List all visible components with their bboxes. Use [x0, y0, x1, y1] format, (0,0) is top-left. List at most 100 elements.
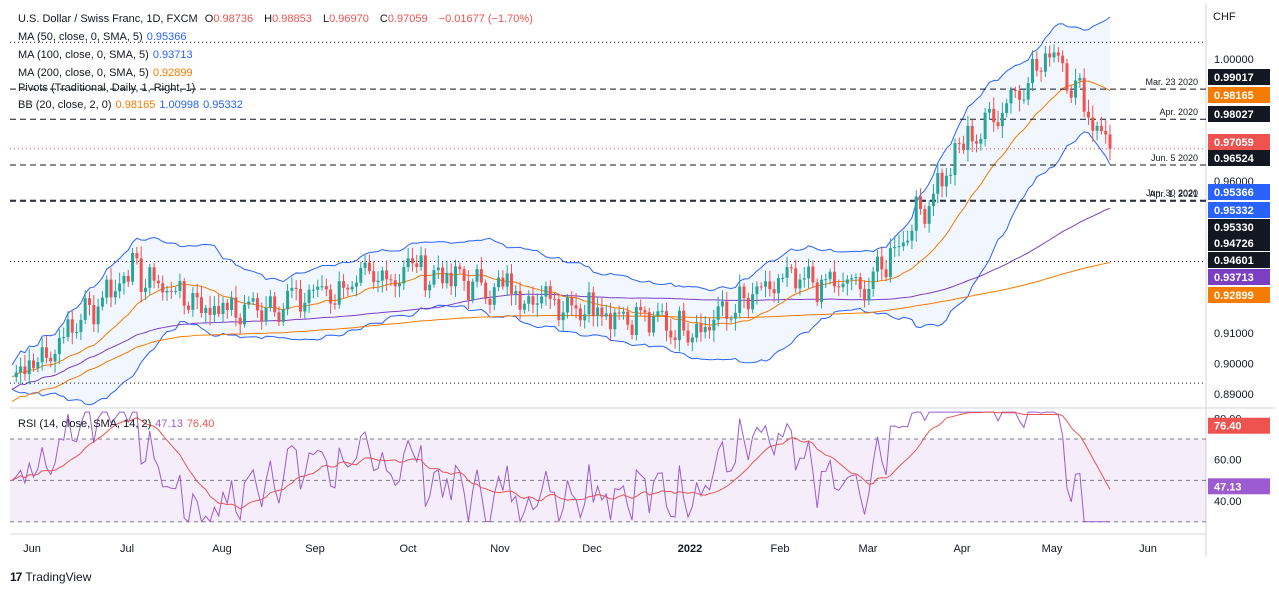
candle-body: [53, 353, 57, 362]
time-tick-label: Sep: [305, 543, 325, 555]
candle-body: [811, 266, 815, 283]
currency-label[interactable]: CHF: [1213, 11, 1236, 23]
ma200-label: MA (200, close, 0, SMA, 5): [18, 67, 149, 79]
price-tag: 0.95332: [1208, 202, 1270, 218]
candle-body: [1086, 111, 1090, 118]
candle-body: [962, 143, 966, 150]
candle-body: [1078, 77, 1082, 81]
candle-body: [669, 330, 673, 338]
candle-body: [350, 286, 354, 290]
candle-body: [837, 286, 841, 288]
candle-body: [923, 209, 927, 224]
bb-upper-value: 1.00998: [159, 99, 200, 111]
candle-body: [247, 301, 251, 305]
price-tag-text: 0.92899: [1214, 290, 1254, 302]
candle-body: [776, 278, 780, 294]
candle-body: [204, 307, 208, 313]
candle-body: [596, 307, 600, 316]
candle-body: [225, 302, 229, 310]
candle-body: [1000, 113, 1004, 127]
bb-lower-value: 0.95332: [203, 99, 243, 111]
candle-body: [863, 289, 867, 301]
candle-body: [802, 278, 806, 280]
bb-legend[interactable]: BB (20, close, 2, 0) 0.98165 1.00998 0.9533…: [18, 99, 247, 112]
candle-body: [423, 255, 427, 291]
price-tag-bg: [1208, 150, 1270, 166]
candle-body: [703, 327, 707, 333]
time-tick-label: Oct: [399, 543, 416, 555]
candle-body: [342, 281, 346, 288]
candle-body: [255, 298, 259, 311]
candle-body: [953, 143, 957, 175]
candle-body: [798, 279, 802, 289]
candle-body: [143, 287, 147, 292]
tradingview-brand[interactable]: 17 TradingView: [10, 570, 91, 584]
candle-body: [875, 256, 879, 272]
candle-body: [992, 108, 996, 123]
candle-body: [764, 281, 768, 287]
candle-body: [583, 314, 587, 321]
candle-body: [419, 255, 423, 268]
candle-body: [432, 270, 436, 285]
candle-body: [161, 283, 165, 293]
candle-body: [1052, 52, 1056, 58]
rsi-ma-line: [11, 411, 1111, 510]
candle-body: [712, 319, 716, 331]
candle-body: [621, 311, 625, 314]
candle-body: [251, 298, 255, 302]
candle-body: [604, 313, 608, 317]
candle-body: [290, 287, 294, 291]
candle-body: [600, 307, 604, 317]
symbol-title: U.S. Dollar / Swiss Franc, 1D, FXCM: [18, 13, 198, 25]
level-label: Jun. 5 2020: [1151, 153, 1198, 163]
candle-body: [264, 307, 268, 322]
candle-body: [406, 258, 410, 268]
price-tag: 0.96524: [1208, 150, 1270, 166]
rsi-tag-text: 76.40: [1214, 421, 1242, 433]
rsi-value: 47.13: [155, 418, 183, 430]
pivots-label: Pivots (Traditional, Daily, 1, Right, 1): [18, 82, 196, 94]
candle-body: [746, 298, 750, 310]
candle-body: [643, 310, 647, 313]
price-tag-bg: [1208, 202, 1270, 218]
candle-body: [1030, 58, 1034, 84]
price-tag-text: 0.93713: [1214, 272, 1254, 284]
candle-body: [940, 172, 944, 187]
candle-body: [690, 337, 694, 343]
change-value: −0.01677 (−1.70%): [438, 13, 533, 25]
candle-body: [716, 306, 720, 320]
candle-body: [484, 282, 488, 299]
price-tag-bg: [1208, 235, 1270, 251]
rsi-legend[interactable]: RSI (14, close, SMA, 14, 2) 47.13 76.40: [18, 418, 218, 431]
candle-body: [165, 290, 169, 293]
candle-body: [987, 108, 991, 113]
price-tag-bg: [1208, 287, 1270, 303]
candle-body: [1091, 117, 1095, 131]
candle-body: [126, 275, 130, 282]
pivots-legend[interactable]: Pivots (Traditional, Daily, 1, Right, 1): [18, 82, 199, 95]
ma50-legend[interactable]: MA (50, close, 0, SMA, 5) 0.95366: [18, 31, 190, 44]
level-label: Apr. 2020: [1159, 107, 1198, 117]
price-tag-text: 0.99017: [1214, 72, 1254, 84]
ma100-value: 0.93713: [152, 49, 193, 61]
candle-body: [462, 269, 466, 282]
candle-body: [664, 311, 668, 331]
level-label: Apr. 1, 2021: [1149, 189, 1198, 199]
time-tick-label: Apr: [953, 543, 970, 555]
candle-body: [561, 312, 565, 321]
candle-body: [79, 319, 83, 332]
high-label: H: [264, 13, 273, 25]
ma200-legend[interactable]: MA (200, close, 0, SMA, 5) 0.92899: [18, 67, 197, 80]
time-tick-label: Feb: [771, 543, 790, 555]
candle-body: [333, 303, 337, 305]
candle-body: [19, 366, 23, 373]
candle-body: [376, 280, 380, 283]
candle-body: [824, 279, 828, 281]
candle-body: [807, 266, 811, 279]
candle-body: [410, 258, 414, 264]
candle-body: [100, 297, 104, 307]
candle-body: [652, 316, 656, 333]
ma100-legend[interactable]: MA (100, close, 0, SMA, 5) 0.93713: [18, 49, 197, 62]
candle-body: [617, 312, 621, 314]
